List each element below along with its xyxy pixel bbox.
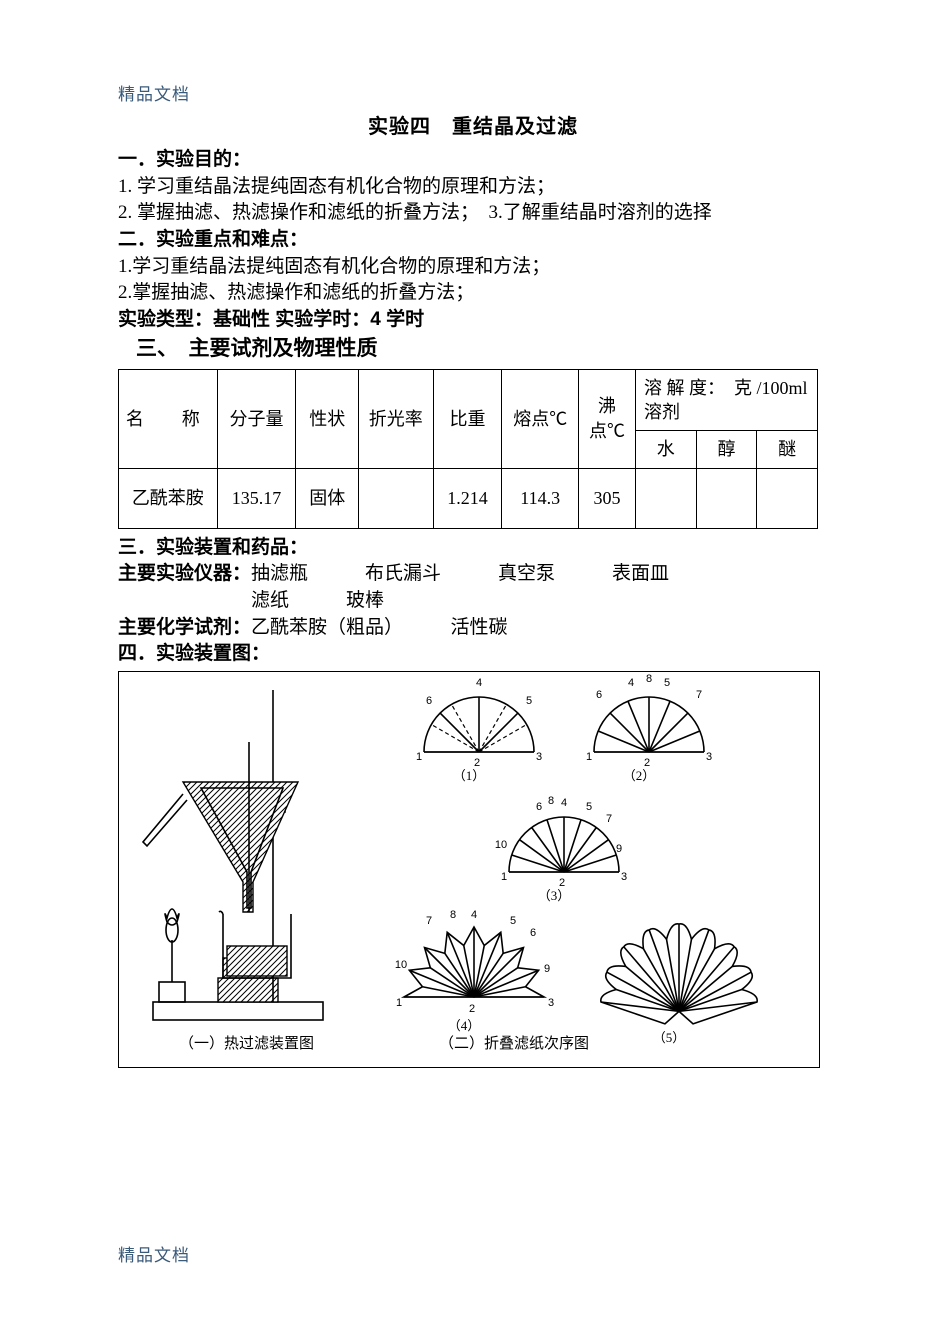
svg-text:6: 6: [426, 695, 432, 707]
svg-text:6: 6: [536, 801, 542, 813]
section-1-head: 一．实验目的：: [118, 147, 828, 173]
svg-text:10: 10: [495, 839, 507, 851]
svg-text:7: 7: [606, 813, 612, 825]
svg-text:（3）: （3）: [538, 888, 571, 903]
sec1-line2: 2. 掌握抽滤、热滤操作和滤纸的折叠方法； 3.了解重结晶时溶剂的选择: [118, 200, 828, 226]
experiment-title: 实验四 重结晶及过滤: [118, 114, 828, 141]
th-sol-water: 水: [635, 431, 696, 468]
cell-state: 固体: [296, 468, 359, 528]
cell-name: 乙酰苯胺: [119, 468, 218, 528]
th-sol-alcohol: 醇: [696, 431, 757, 468]
svg-text:8: 8: [548, 795, 554, 807]
instruments-line2: 滤纸 玻棒: [118, 588, 828, 614]
cell-sg: 1.214: [433, 468, 502, 528]
svg-text:4: 4: [628, 677, 634, 689]
apparatus-figure: （一）热过滤装置图 123456（1）12345678（2）1234567891…: [118, 671, 820, 1068]
svg-text:1: 1: [586, 751, 592, 763]
sec2-line2: 2.掌握抽滤、热滤操作和滤纸的折叠方法；: [118, 280, 828, 306]
svg-text:4: 4: [561, 797, 567, 809]
svg-text:6: 6: [596, 689, 602, 701]
reag-label: 主要化学试剂：: [118, 617, 251, 638]
svg-text:（4）: （4）: [448, 1018, 481, 1033]
th-sol: 溶 解 度： 克 /100ml 溶剂: [635, 369, 817, 431]
svg-text:9: 9: [616, 843, 622, 855]
caption-right: （二）折叠滤纸次序图: [439, 1034, 589, 1054]
th-name: 名 称: [119, 369, 218, 468]
header-tag: 精品文档: [118, 84, 190, 107]
footer-tag: 精品文档: [118, 1245, 190, 1268]
document-body: 实验四 重结晶及过滤 一．实验目的： 1. 学习重结晶法提纯固态有机化合物的原理…: [118, 110, 828, 1068]
filter-paper-folding-diagram: 123456（1）12345678（2）12345678910（3）123456…: [119, 672, 819, 1067]
th-sol-ether: 醚: [757, 431, 818, 468]
table-row: 乙酰苯胺 135.17 固体 1.214 114.3 305: [119, 468, 818, 528]
svg-text:6: 6: [530, 927, 536, 939]
svg-text:5: 5: [526, 695, 532, 707]
svg-text:1: 1: [416, 751, 422, 763]
th-sg: 比重: [433, 369, 502, 468]
th-mw: 分子量: [217, 369, 296, 468]
cell-mp: 114.3: [502, 468, 579, 528]
svg-text:8: 8: [450, 909, 456, 921]
cell-bp: 305: [579, 468, 636, 528]
section-3-big: 三、 主要试剂及物理性质: [136, 334, 828, 362]
svg-text:3: 3: [536, 751, 542, 763]
sec1-line1: 1. 学习重结晶法提纯固态有机化合物的原理和方法；: [118, 174, 828, 200]
svg-text:8: 8: [646, 673, 652, 685]
svg-text:1: 1: [396, 997, 402, 1009]
sec2-line1: 1.学习重结晶法提纯固态有机化合物的原理和方法；: [118, 254, 828, 280]
svg-text:5: 5: [664, 677, 670, 689]
th-state: 性状: [296, 369, 359, 468]
instr-label: 主要实验仪器：: [118, 563, 251, 584]
cell-mw: 135.17: [217, 468, 296, 528]
th-bp: 沸点℃: [579, 369, 636, 468]
svg-text:（2）: （2）: [623, 768, 656, 783]
svg-text:7: 7: [426, 915, 432, 927]
svg-text:2: 2: [469, 1003, 475, 1015]
svg-text:10: 10: [395, 959, 407, 971]
svg-text:5: 5: [510, 915, 516, 927]
svg-text:7: 7: [696, 689, 702, 701]
cell-water: [635, 468, 696, 528]
table-header-row: 名 称 分子量 性状 折光率 比重 熔点℃ 沸点℃ 溶 解 度： 克 /100m…: [119, 369, 818, 431]
section-4-head: 四．实验装置图：: [118, 641, 828, 667]
cell-ether: [757, 468, 818, 528]
svg-text:（5）: （5）: [653, 1030, 686, 1045]
svg-text:3: 3: [548, 997, 554, 1009]
svg-text:3: 3: [621, 871, 627, 883]
section-2-head: 二．实验重点和难点：: [118, 227, 828, 253]
exp-type-line: 实验类型：基础性 实验学时：4 学时: [118, 307, 828, 333]
reagents-line: 主要化学试剂：乙酰苯胺（粗品） 活性碳: [118, 615, 828, 641]
cell-refr: [359, 468, 433, 528]
th-mp: 熔点℃: [502, 369, 579, 468]
cell-alcohol: [696, 468, 757, 528]
svg-text:1: 1: [501, 871, 507, 883]
svg-text:4: 4: [476, 677, 482, 689]
svg-text:4: 4: [471, 909, 477, 921]
reagents-table: 名 称 分子量 性状 折光率 比重 熔点℃ 沸点℃ 溶 解 度： 克 /100m…: [118, 369, 818, 529]
th-refr: 折光率: [359, 369, 433, 468]
svg-text:3: 3: [706, 751, 712, 763]
svg-text:9: 9: [544, 963, 550, 975]
svg-text:5: 5: [586, 801, 592, 813]
section-3b-head: 三．实验装置和药品：: [118, 535, 828, 561]
svg-text:（1）: （1）: [453, 768, 486, 783]
instruments-line1: 主要实验仪器：抽滤瓶 布氏漏斗 真空泵 表面皿: [118, 561, 828, 587]
